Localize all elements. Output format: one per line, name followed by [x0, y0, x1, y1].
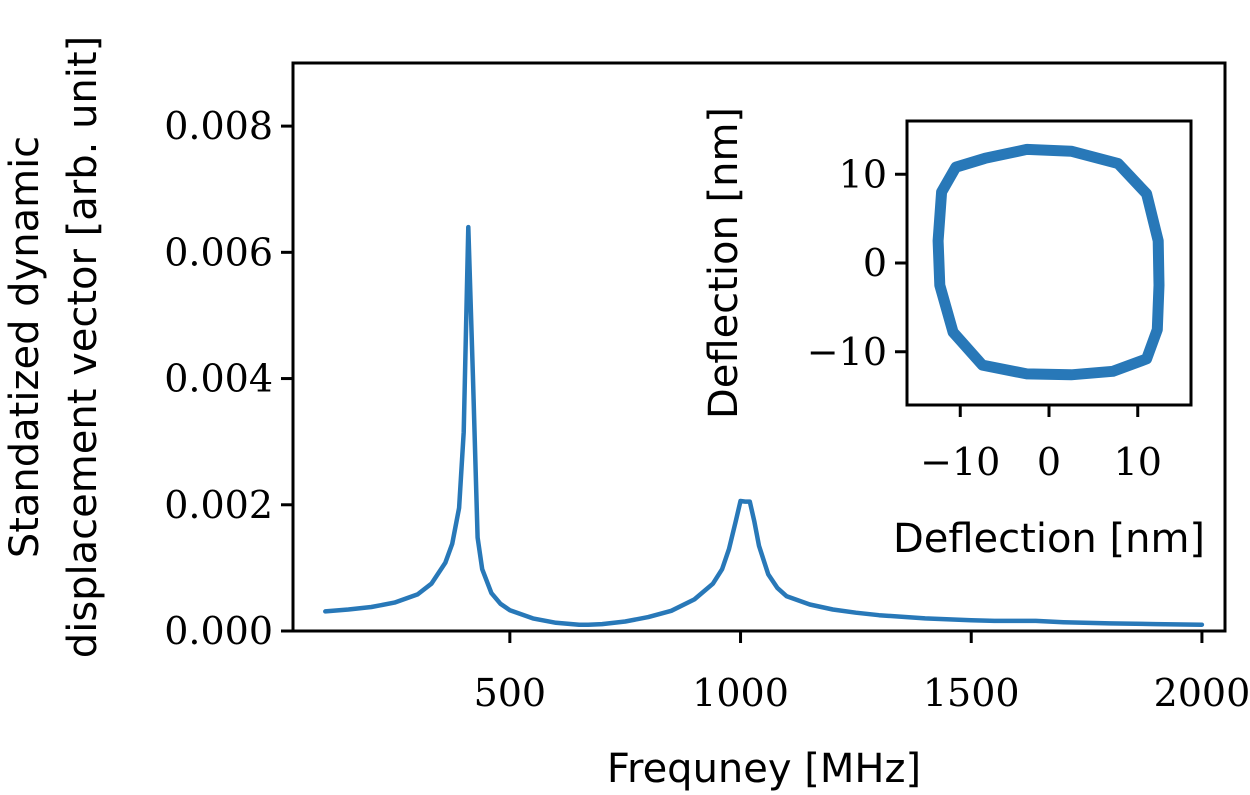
inset-y-tick-label: −10	[807, 330, 887, 374]
inset-y-tick-label: 0	[863, 241, 887, 285]
main-axes-frame	[291, 61, 1227, 633]
inset-y-ticks: −10 0 10	[807, 152, 907, 374]
deflection-orbit-line	[932, 143, 1165, 381]
inset-y-axis-label: Deflection [nm]	[701, 107, 747, 419]
main-x-tick-label: 2000	[1154, 671, 1250, 715]
main-plot: 500 1000 1500 2000 0.0000.0020.0040.0060.00…	[2, 36, 1250, 792]
main-x-ticks: 500 1000 1500 2000	[474, 631, 1250, 715]
inset-x-tick-label: 0	[1037, 440, 1061, 484]
main-x-axis-label: Frequney [MHz]	[607, 746, 921, 792]
inset-x-tick-label: −10	[920, 440, 1000, 484]
main-x-tick-label: 500	[474, 671, 547, 715]
inset-x-tick-label: 10	[1114, 440, 1162, 484]
main-y-tick-label: 0.008	[164, 104, 273, 148]
main-y-axis-label-line-1: Standatized dynamic	[2, 136, 48, 558]
main-x-tick-label: 1500	[923, 671, 1020, 715]
main-y-axis-label-line-2: displacement vector [arb. unit]	[60, 36, 106, 658]
inset-y-tick-label: 10	[839, 152, 887, 196]
main-y-tick-label: 0.002	[164, 483, 273, 527]
main-y-tick-label: 0.000	[164, 609, 273, 653]
main-y-tick-label: 0.006	[164, 230, 273, 274]
main-y-tick-label: 0.004	[164, 357, 273, 401]
main-y-ticks: 0.000 0.002 0.004 0.006 0.008	[164, 104, 293, 653]
inset-plot: −10 0 10 −10 0 10 Deflection [nm] Deflection…	[701, 107, 1205, 562]
spectrum-line	[323, 224, 1205, 627]
main-x-tick-label: 1000	[692, 671, 789, 715]
inset-x-axis-label: Deflection [nm]	[893, 516, 1205, 562]
inset-x-ticks: −10 0 10	[920, 405, 1162, 484]
